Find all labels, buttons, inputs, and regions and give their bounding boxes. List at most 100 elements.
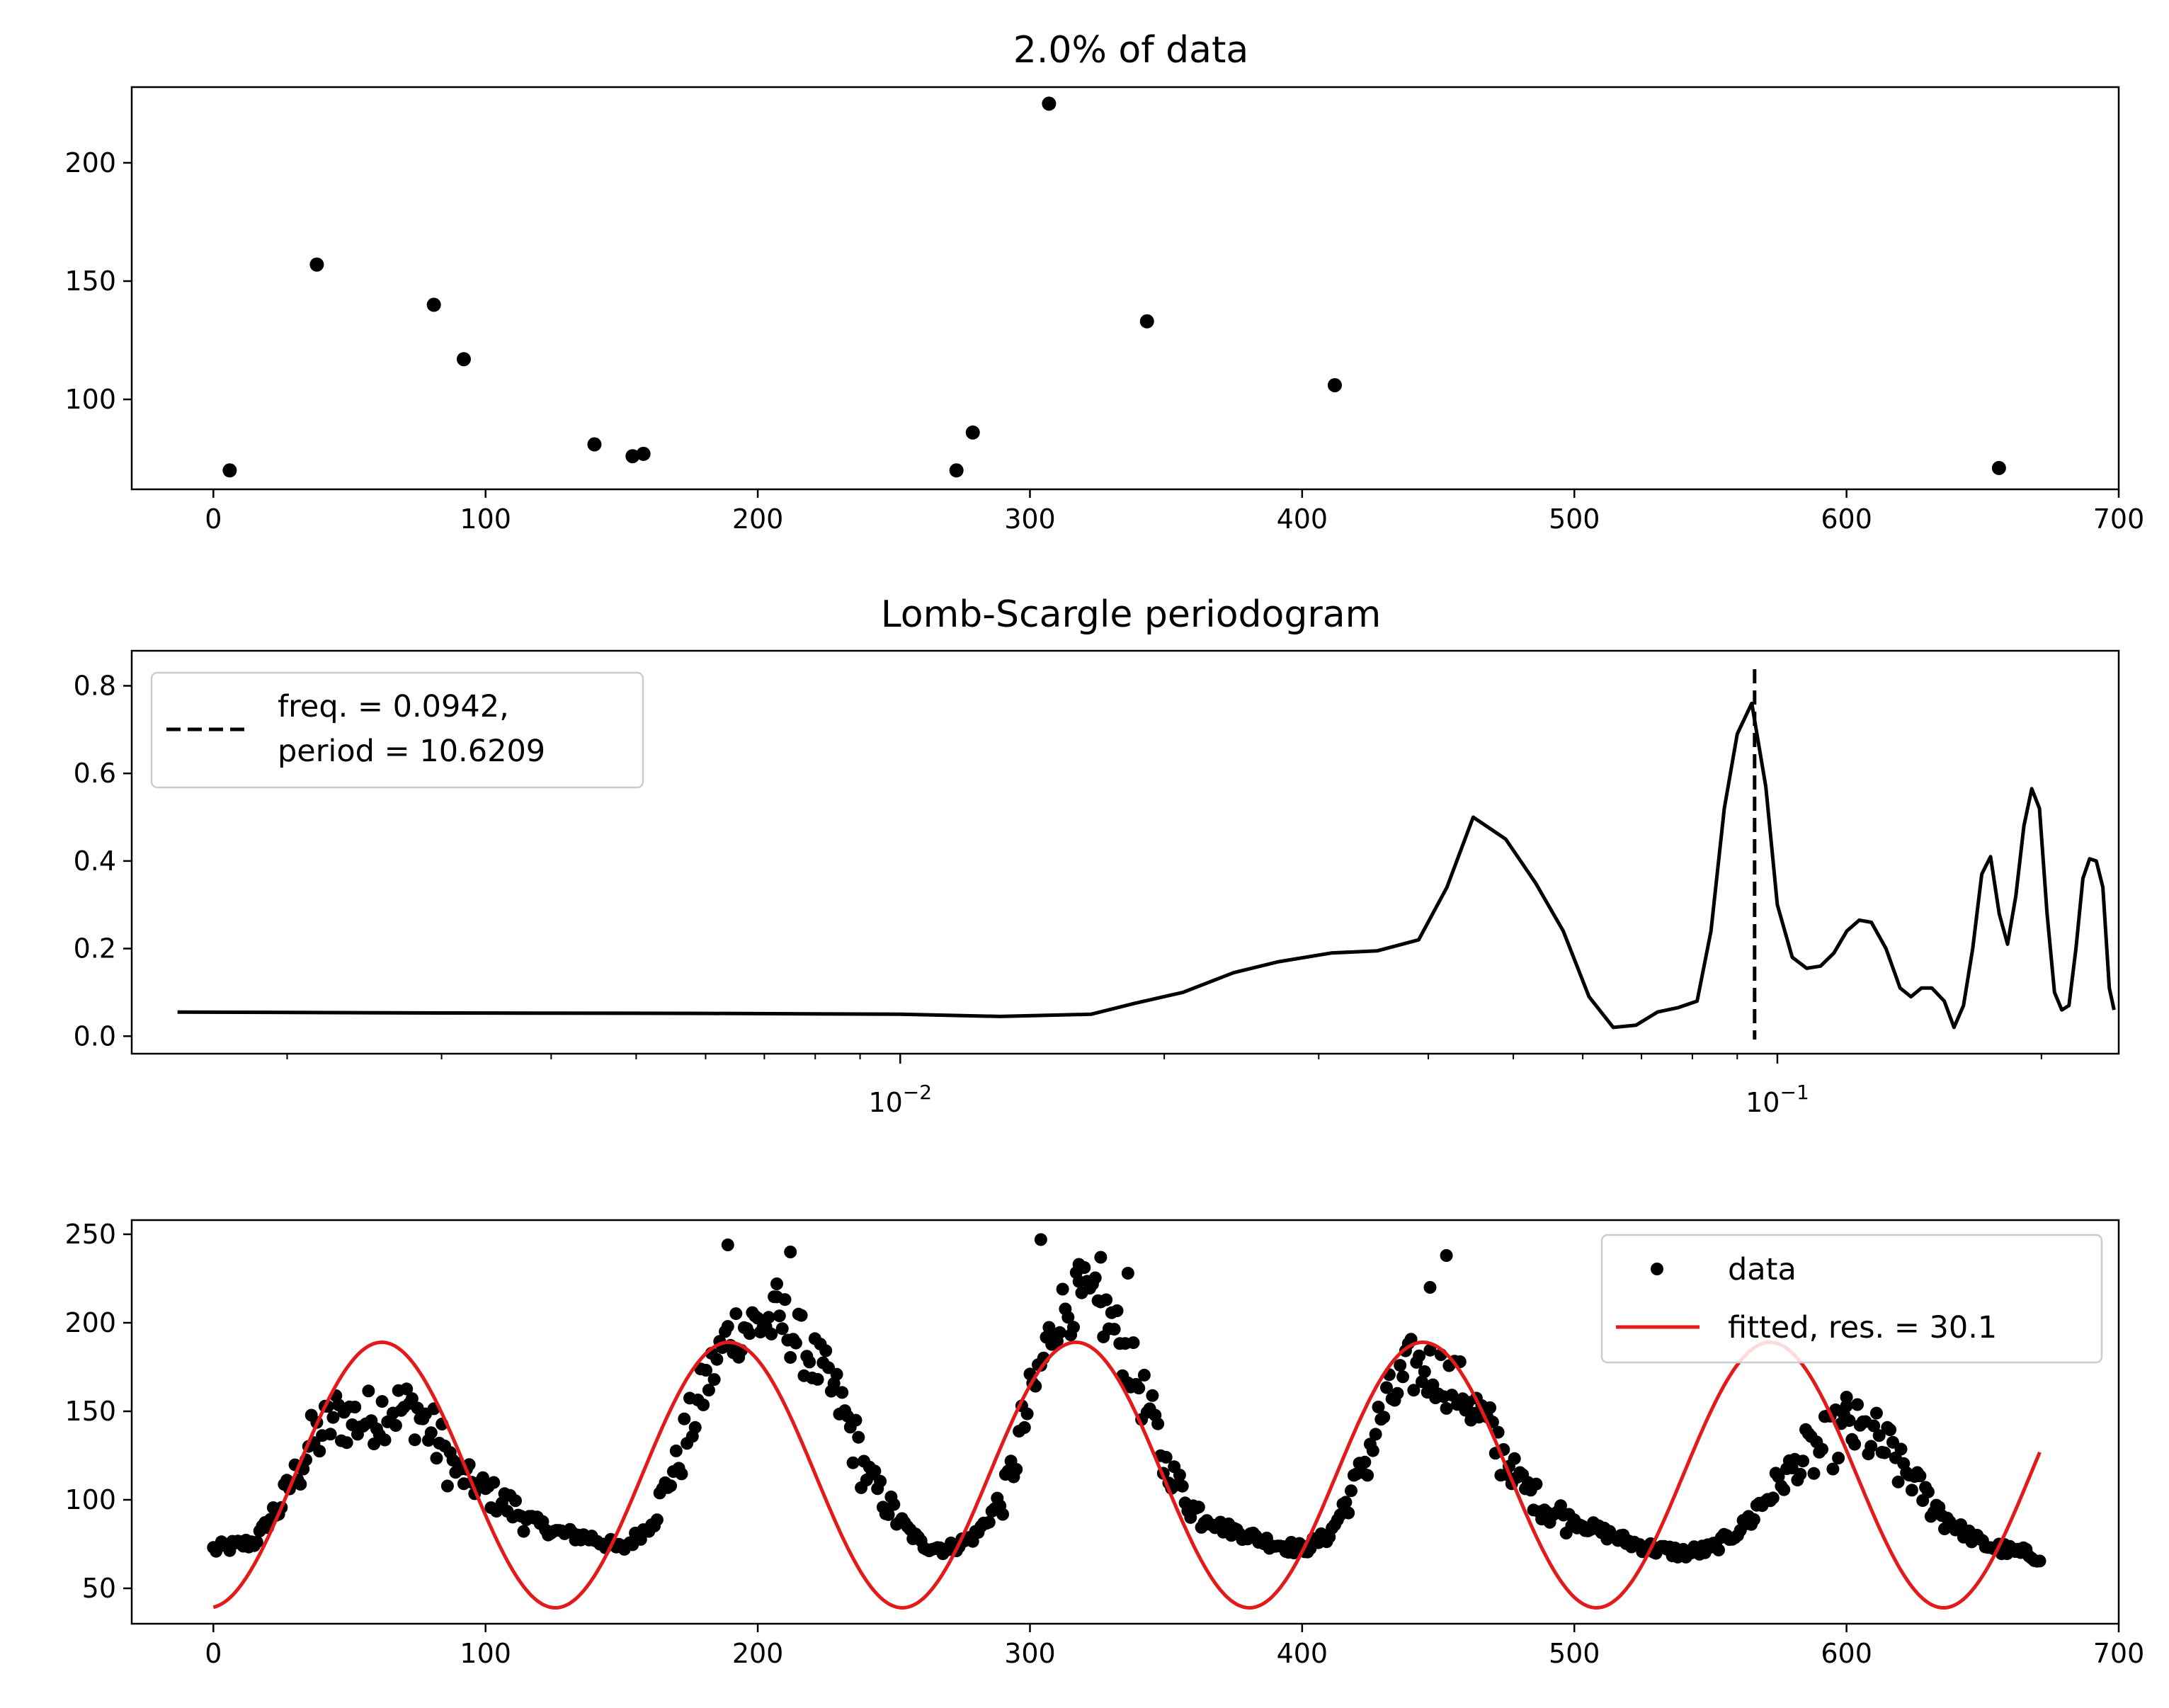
data-point-616	[1884, 1423, 1897, 1437]
data-point-627	[1913, 1469, 1927, 1483]
data-point-418	[1345, 1484, 1357, 1498]
data-point-355	[1173, 1469, 1186, 1481]
sample-point-10	[1139, 314, 1154, 329]
panel-3-ytick-label-150: 150	[64, 1396, 116, 1427]
panel-1-xtick-label-500: 500	[1549, 503, 1600, 535]
sample-point-6	[636, 446, 651, 461]
panel-3-xtick-label-700: 700	[2093, 1638, 2145, 1669]
panel-3-ytick-label-100: 100	[64, 1484, 116, 1515]
panel-3-legend-box	[1600, 1234, 2103, 1364]
data-point-611	[1869, 1406, 1883, 1420]
data-point-208	[773, 1309, 786, 1323]
data-point-216	[795, 1309, 808, 1322]
periodogram-line	[177, 701, 2116, 1030]
data-point-189	[721, 1320, 734, 1333]
data-point-237	[852, 1430, 865, 1444]
data-point-16	[250, 1535, 263, 1549]
panel-3-legend-data-swatch	[1651, 1263, 1663, 1275]
data-point-340	[1132, 1382, 1146, 1395]
data-point-453	[1440, 1401, 1453, 1415]
panel-1-ticks: 0 100 200 300 400 500 600 700 100 150 200	[64, 147, 2144, 535]
data-point-157	[634, 1532, 647, 1546]
data-point-177	[688, 1421, 702, 1434]
data-point-427	[1369, 1428, 1382, 1441]
data-point-285	[982, 1515, 996, 1529]
data-point-outlier-0	[721, 1239, 734, 1251]
data-point-328	[1100, 1293, 1113, 1306]
panel-2-xtick-label-1: 10−1	[1746, 1081, 1809, 1118]
data-point-outlier-8	[1072, 1258, 1086, 1271]
sample-point-8	[965, 425, 980, 440]
data-point-204	[762, 1311, 775, 1324]
data-point-299	[1020, 1407, 1034, 1421]
data-point-63	[378, 1433, 392, 1447]
panel-sampled-data: 2.0% of data 0 100 200 300 400 500 600 700 100 15…	[64, 29, 2144, 535]
panel-2-ytick-label-0.4: 0.4	[74, 846, 116, 877]
panel-2-xtick-label-0: 10−2	[868, 1081, 932, 1118]
panel-2-marks	[177, 669, 2116, 1040]
data-point-601	[1843, 1414, 1856, 1428]
data-point-outlier-5	[1440, 1249, 1453, 1262]
data-point-597	[1832, 1452, 1845, 1464]
data-point-478	[1508, 1452, 1521, 1465]
data-point-347	[1151, 1417, 1165, 1430]
panel-2-ytick-label-0.2: 0.2	[74, 933, 116, 964]
panel-3-marks	[207, 1233, 2046, 1610]
data-point-209	[775, 1322, 789, 1336]
panel-3-legend-fit-label: fitted, res. = 30.1	[1728, 1310, 1997, 1345]
panel-3-xtick-label-500: 500	[1549, 1638, 1600, 1669]
data-point-350	[1159, 1450, 1173, 1464]
data-point-295	[1010, 1463, 1023, 1476]
data-point-248	[882, 1508, 895, 1521]
data-point-250	[887, 1498, 901, 1511]
data-point-173	[678, 1412, 691, 1425]
panel-2-legend-line-2: period = 10.6209	[278, 734, 545, 769]
panel-3-xtick-label-0: 0	[205, 1638, 222, 1669]
data-point-103	[487, 1476, 501, 1489]
data-point-214	[789, 1336, 802, 1350]
panel-1-xtick-label-600: 600	[1821, 503, 1872, 535]
sample-point-7	[949, 463, 964, 478]
data-point-43	[324, 1428, 337, 1441]
data-point-342	[1137, 1368, 1151, 1382]
data-point-outlier-7	[770, 1277, 783, 1290]
data-point-229	[830, 1367, 843, 1381]
panel-3-frame	[130, 1219, 2120, 1625]
panel-2-ytick-label-0.6: 0.6	[74, 758, 116, 789]
panel-2-ytick-label-0: 0.0	[74, 1020, 116, 1052]
panel-1-xtick-label-700: 700	[2093, 503, 2145, 535]
data-point-486	[1530, 1477, 1543, 1491]
panel-1-xtick-label-0: 0	[205, 503, 222, 535]
data-point-182	[702, 1384, 715, 1397]
panel-3-ytick-label-250: 250	[64, 1219, 116, 1250]
data-point-610	[1867, 1419, 1881, 1433]
data-point-624	[1905, 1484, 1918, 1497]
data-point-314	[1061, 1311, 1075, 1324]
data-point-outlier-2	[1034, 1233, 1047, 1246]
panel-3-xtick-label-400: 400	[1277, 1638, 1328, 1669]
panel-2-legend-box	[150, 671, 644, 789]
sample-point-5	[625, 449, 640, 464]
data-point-553	[1712, 1543, 1725, 1556]
data-point-359	[1184, 1510, 1197, 1524]
data-point-170	[669, 1444, 683, 1457]
data-point-428	[1372, 1401, 1385, 1413]
data-point-192	[729, 1307, 743, 1321]
data-point-222	[811, 1372, 824, 1386]
data-point-184	[707, 1373, 721, 1387]
data-point-172	[675, 1467, 688, 1481]
panel-fit: 0 100 200 300 400 500 600 700 50 100 150 200 250 dat…	[64, 1219, 2144, 1669]
panel-1-frame	[130, 86, 2120, 491]
data-point-416	[1339, 1496, 1353, 1509]
data-point-82	[430, 1452, 443, 1465]
data-point-245	[874, 1474, 887, 1488]
data-point-197	[743, 1327, 756, 1340]
panel-1-xtick-label-100: 100	[460, 503, 511, 535]
data-point-612	[1872, 1429, 1886, 1442]
data-point-71	[400, 1382, 414, 1396]
data-point-outlier-9	[1840, 1391, 1853, 1404]
panel-3-legend-data-label: data	[1728, 1252, 1797, 1287]
sample-point-4	[587, 437, 602, 452]
data-point-619	[1891, 1475, 1905, 1488]
data-point-298	[1018, 1421, 1031, 1434]
